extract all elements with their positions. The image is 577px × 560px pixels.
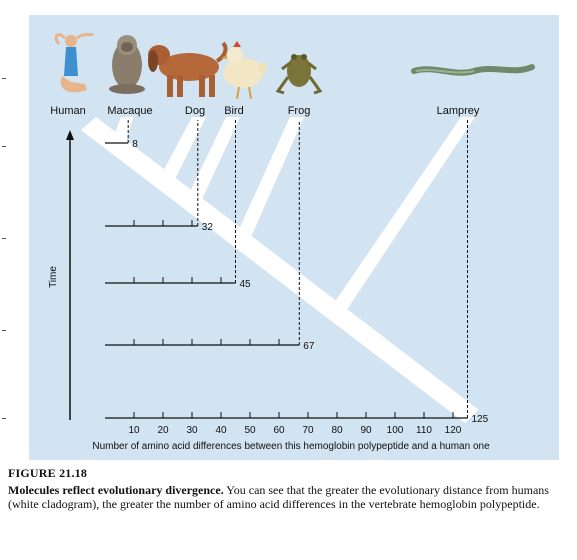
taxon-label-lamprey: Lamprey [437, 105, 480, 117]
taxon-label-dog: Dog [185, 105, 205, 117]
cladogram-branch-lamprey [330, 117, 475, 317]
x-tick-label: 60 [273, 425, 285, 436]
taxon-label-frog: Frog [288, 105, 311, 117]
lamprey-icon [411, 64, 535, 76]
x-tick-label: 90 [360, 425, 372, 436]
x-tick-label: 100 [387, 425, 404, 436]
time-axis-label: Time [48, 266, 59, 288]
human-icon [54, 32, 95, 93]
dog-icon [148, 41, 228, 97]
x-axis-title: Number of amino acid differences between… [92, 441, 490, 452]
value-label-lamprey: 125 [472, 414, 489, 425]
caption-body: Molecules reflect evolutionary divergenc… [8, 483, 563, 511]
difference-rulers: 8 32 45 67 125 [105, 120, 489, 425]
cladogram-trunk [81, 117, 479, 423]
figure-caption: FIGURE 21.18 Molecules reflect evolution… [8, 466, 563, 511]
caption-title: FIGURE 21.18 [8, 466, 88, 480]
x-tick-label: 20 [157, 425, 169, 436]
taxon-label-bird: Bird [224, 105, 244, 117]
ruler-dog: 32 [105, 120, 213, 233]
ruler-bird: 45 [105, 120, 251, 290]
x-tick-label: 120 [445, 425, 462, 436]
x-tick-label: 110 [416, 425, 432, 436]
macaque-icon [109, 35, 145, 94]
ruler-macaque: 8 [105, 120, 138, 150]
figure-panel: Human Macaque Dog Bird Frog Lamprey Time… [29, 15, 559, 460]
value-label-macaque: 8 [132, 139, 138, 150]
cladogram-chart: Human Macaque Dog Bird Frog Lamprey Time… [48, 32, 535, 452]
x-tick-label: 70 [302, 425, 314, 436]
value-label-dog: 32 [202, 222, 214, 233]
x-tick-label: 40 [215, 425, 227, 436]
caption-lead: Molecules reflect evolutionary divergenc… [8, 483, 224, 497]
margin-mark [2, 146, 6, 147]
cladogram-branch-frog [236, 117, 304, 244]
x-tick-labels: 10 20 30 40 50 60 70 80 90 100 110 120 [128, 425, 461, 436]
ruler-lamprey: 125 [105, 120, 489, 425]
cladogram [81, 117, 479, 423]
x-tick-label: 30 [186, 425, 198, 436]
margin-mark [2, 330, 6, 331]
value-label-bird: 45 [240, 279, 252, 290]
x-tick-label: 80 [331, 425, 343, 436]
taxon-label-human: Human [50, 105, 85, 117]
margin-mark [2, 78, 6, 79]
frog-icon [275, 54, 323, 95]
x-tick-label: 10 [128, 425, 140, 436]
taxon-label-macaque: Macaque [107, 105, 152, 117]
ruler-frog: 67 [105, 120, 315, 352]
margin-mark [2, 238, 6, 239]
x-tick-label: 50 [244, 425, 256, 436]
bird-icon [221, 41, 267, 100]
cladogram-branch-bird [187, 117, 240, 206]
time-axis-arrowhead [66, 130, 74, 140]
value-label-frog: 67 [303, 341, 315, 352]
margin-mark [2, 418, 6, 419]
caption-text: You can see that the greater the evoluti… [8, 483, 549, 511]
cladogram-branch-dog [160, 117, 206, 185]
